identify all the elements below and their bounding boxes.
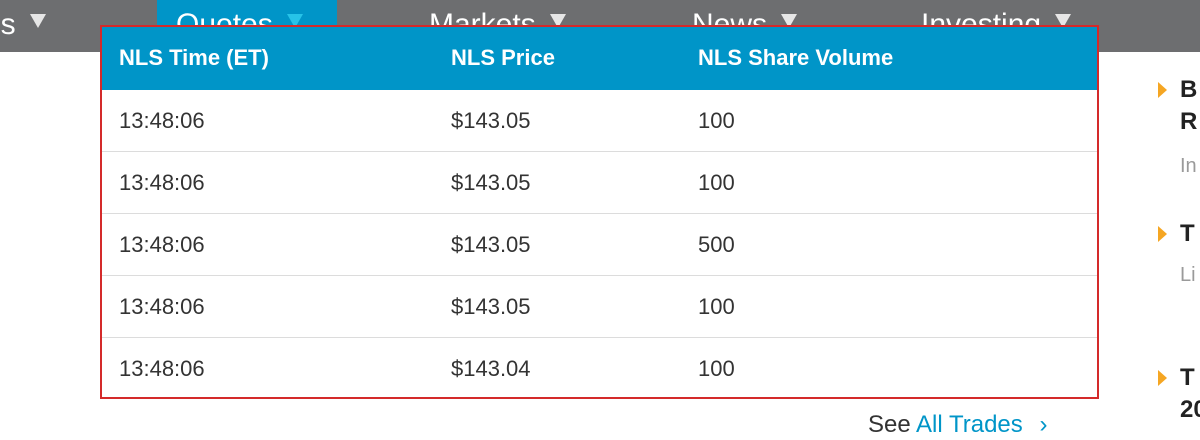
table-header: NLS Time (ET) NLS Price NLS Share Volume [102, 27, 1097, 90]
see-all-trades-link[interactable]: See All Trades › [868, 410, 1047, 440]
bullet-arrow-icon [1158, 370, 1167, 386]
cell-time: 13:48:06 [119, 108, 205, 133]
chevron-down-icon [1055, 14, 1072, 28]
table-row: 13:48:06 $143.05 100 [102, 152, 1097, 214]
table-row: 13:48:06 $143.05 500 [102, 214, 1097, 276]
chevron-down-icon [781, 14, 798, 28]
cell-price: $143.04 [451, 356, 531, 381]
column-header-volume: NLS Share Volume [698, 45, 894, 70]
see-all-prefix: See [868, 411, 911, 438]
news-source: In [1180, 155, 1197, 177]
chevron-right-icon: › [1039, 411, 1048, 438]
news-source: Li [1180, 264, 1196, 286]
news-headline[interactable]: T [1180, 220, 1195, 247]
news-headline[interactable]: T 20 [1180, 364, 1200, 423]
chevron-down-icon [286, 14, 303, 28]
cell-time: 13:48:06 [119, 232, 205, 257]
cell-volume: 100 [698, 356, 735, 381]
nav-item-label: es [0, 8, 16, 41]
column-header-time: NLS Time (ET) [119, 45, 269, 70]
table-row: 13:48:06 $143.05 100 [102, 276, 1097, 338]
column-header-price: NLS Price [451, 45, 555, 70]
trades-table: NLS Time (ET) NLS Price NLS Share Volume… [100, 25, 1099, 399]
news-headline[interactable]: B R [1180, 76, 1198, 135]
bullet-arrow-icon [1158, 82, 1167, 98]
nav-item-previous[interactable]: es [0, 0, 46, 52]
see-all-link-text[interactable]: All Trades [916, 411, 1023, 438]
bullet-arrow-icon [1158, 226, 1167, 242]
cell-volume: 100 [698, 108, 735, 133]
chevron-down-icon [29, 14, 46, 28]
table-row: 13:48:06 $143.04 100 [102, 338, 1097, 397]
cell-volume: 100 [698, 170, 735, 195]
cell-price: $143.05 [451, 108, 531, 133]
cell-price: $143.05 [451, 232, 531, 257]
cell-volume: 500 [698, 232, 735, 257]
chevron-down-icon [549, 14, 566, 28]
cell-volume: 100 [698, 294, 735, 319]
cell-time: 13:48:06 [119, 356, 205, 381]
cell-time: 13:48:06 [119, 170, 205, 195]
cell-time: 13:48:06 [119, 294, 205, 319]
cell-price: $143.05 [451, 170, 531, 195]
cell-price: $143.05 [451, 294, 531, 319]
table-row: 13:48:06 $143.05 100 [102, 90, 1097, 152]
